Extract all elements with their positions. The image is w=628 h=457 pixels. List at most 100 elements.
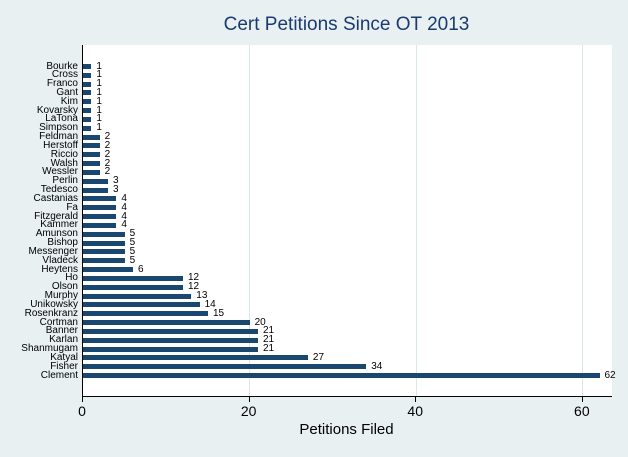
category-label: Katyal: [50, 351, 78, 363]
category-label: Fa: [66, 201, 78, 213]
category-label: Wessler: [42, 166, 78, 178]
value-label: 20: [254, 316, 266, 328]
value-label: 1: [96, 78, 102, 90]
value-label: 2: [104, 139, 111, 151]
bar-shanmugam: [83, 346, 258, 352]
category-label: Olson: [51, 281, 78, 293]
bar-vladeck: [83, 258, 125, 264]
value-label: 4: [121, 201, 127, 213]
value-label: 6: [137, 263, 144, 275]
category-label: LaTona: [45, 113, 78, 125]
category-label: Walsh: [50, 157, 78, 169]
x-tick-label: 40: [407, 403, 423, 419]
category-label: Gant: [56, 86, 78, 98]
value-label: 2: [104, 166, 111, 178]
bar-cortman: [83, 320, 250, 326]
value-label: 21: [262, 334, 275, 346]
x-tick-label: 20: [240, 403, 257, 419]
category-label: Franco: [46, 78, 78, 90]
gridline: [582, 45, 584, 396]
plot-area: Bourke 1 Cross 1 Franco 1 Gant 1 Kim 1 Kovarsky 1 La…: [21, 45, 616, 397]
x-tick: [248, 397, 250, 402]
category-label: Bourke: [46, 60, 78, 72]
bar-bourke: [83, 64, 92, 69]
gridline: [249, 45, 251, 396]
category-label: Vladeck: [42, 254, 78, 266]
category-label: Murphy: [44, 290, 78, 302]
value-label: 4: [121, 192, 127, 204]
category-label: Kim: [60, 95, 78, 107]
bar-kovarsky: [83, 108, 92, 114]
category-label: Amunson: [35, 228, 78, 240]
chart-title: Cert Petitions Since OT 2013: [223, 14, 470, 35]
value-label: 5: [129, 237, 136, 249]
category-label: Rosenkranz: [24, 307, 78, 319]
bar-olson: [83, 284, 183, 290]
bar-kim: [83, 99, 92, 105]
bar-rosenkranz: [83, 311, 208, 317]
x-tick-label: 60: [574, 403, 590, 419]
category-label: Banner: [45, 325, 78, 337]
bar-franco: [83, 81, 92, 87]
bar-amunson: [83, 231, 125, 237]
x-tick: [415, 397, 417, 402]
category-label: Shanmugam: [21, 343, 78, 355]
bar-karlan: [83, 337, 258, 343]
category-label: Heytens: [41, 263, 78, 275]
value-label: 2: [104, 148, 111, 160]
bar-heytens: [83, 267, 133, 273]
value-label: 21: [262, 343, 275, 355]
value-label: 27: [312, 351, 325, 363]
bar-castanias: [83, 196, 117, 202]
bar-walsh: [83, 161, 100, 167]
category-label: Castanias: [33, 192, 78, 204]
bar-herstoff: [83, 143, 100, 149]
value-label: 2: [104, 131, 111, 143]
value-label: 13: [196, 290, 208, 302]
bar-simpson: [83, 125, 92, 131]
bar-katyal: [83, 355, 308, 361]
bar-messenger: [83, 249, 125, 255]
bar-clement: [83, 373, 600, 379]
x-tick-label: 0: [78, 403, 86, 419]
category-label: Ho: [65, 272, 78, 284]
bar-perlin: [83, 178, 108, 184]
value-label: 1: [96, 104, 102, 116]
value-label: 12: [187, 281, 200, 293]
category-label: Kovarsky: [36, 104, 78, 116]
bar-bishop: [83, 240, 125, 246]
category-label: Riccio: [50, 148, 78, 160]
category-label: Karlan: [49, 334, 78, 346]
category-label: Fisher: [50, 360, 78, 372]
category-label: Herstoff: [43, 139, 78, 151]
value-label: 3: [112, 184, 119, 196]
category-label: Kammer: [40, 219, 78, 231]
bar-latona: [83, 116, 92, 122]
value-label: 1: [96, 60, 102, 72]
value-label: 1: [96, 86, 102, 98]
value-label: 15: [212, 307, 225, 319]
value-label: 5: [129, 254, 136, 266]
x-tick: [82, 397, 83, 402]
bar-kammer: [83, 222, 117, 228]
value-label: 12: [187, 272, 200, 284]
value-label: 4: [121, 210, 127, 222]
bar-cross: [83, 72, 92, 78]
category-label: Cortman: [39, 316, 78, 328]
category-label: Fitzgerald: [34, 210, 78, 222]
bar-riccio: [83, 152, 100, 158]
value-label: 5: [129, 245, 136, 257]
value-label: 1: [96, 69, 102, 81]
category-label: Unikowsky: [30, 298, 78, 310]
category-label: Messenger: [28, 245, 78, 257]
gridline: [415, 45, 417, 396]
value-label: 1: [96, 122, 102, 134]
value-label: 2: [104, 157, 111, 169]
category-label: Cross: [51, 69, 78, 81]
category-label: Feldman: [39, 131, 78, 143]
x-axis-title: Petitions Filed: [299, 421, 394, 438]
bar-unikowsky: [83, 302, 200, 308]
category-label: Clement: [40, 369, 78, 381]
bar-wessler: [83, 169, 100, 175]
